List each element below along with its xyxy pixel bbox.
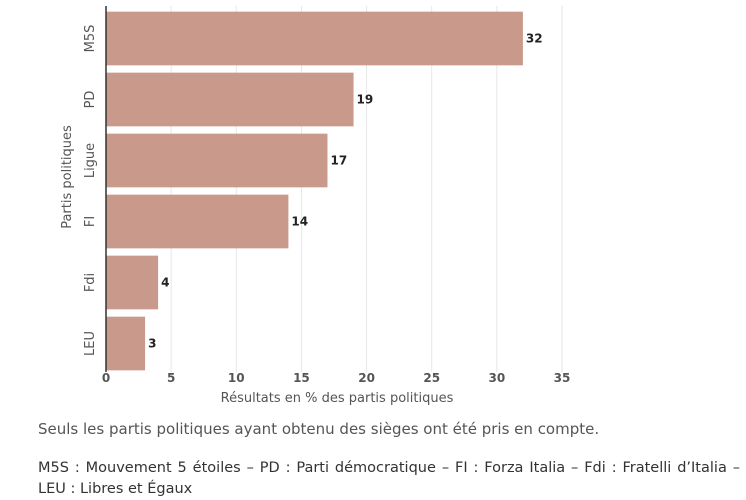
x-tick-5: 5 <box>167 371 175 385</box>
abbreviation-legend: M5S : Mouvement 5 étoiles – PD : Parti d… <box>38 460 740 497</box>
gridlines <box>170 6 563 372</box>
x-tick-35: 35 <box>554 371 571 385</box>
x-tick-10: 10 <box>228 371 245 385</box>
bar-pd <box>106 72 354 127</box>
category-label-m5s: M5S <box>83 25 98 53</box>
x-tick-labels: 0 5 10 15 20 25 30 35 <box>102 371 571 385</box>
value-label-ligue: 17 <box>330 154 347 168</box>
x-tick-20: 20 <box>358 371 375 385</box>
chart-note: Seuls les partis politiques ayant obtenu… <box>38 420 600 438</box>
bars: 32 19 17 14 4 3 <box>106 11 543 371</box>
value-label-m5s: 32 <box>526 32 543 46</box>
bar-ligue <box>106 133 328 188</box>
value-label-fi: 14 <box>291 215 308 229</box>
category-labels: M5S PD Ligue FI Fdi LEU <box>83 25 98 356</box>
category-label-ligue: Ligue <box>83 143 98 178</box>
bar-fdi <box>106 255 159 310</box>
bar-chart: 32 19 17 14 4 3 0 5 10 15 20 25 30 35 M5S PD Ligue FI Fd… <box>60 6 571 406</box>
x-axis-title: Résultats en % des partis politiques <box>221 391 454 406</box>
category-label-pd: PD <box>83 91 98 109</box>
bar-fi <box>106 194 289 249</box>
value-label-fdi: 4 <box>161 276 169 290</box>
category-label-fdi: Fdi <box>83 273 98 292</box>
value-label-pd: 19 <box>357 93 374 107</box>
bar-leu <box>106 316 146 371</box>
x-tick-30: 30 <box>489 371 506 385</box>
x-tick-25: 25 <box>423 371 440 385</box>
x-tick-0: 0 <box>102 371 110 385</box>
category-label-fi: FI <box>83 216 98 227</box>
y-axis-title: Partis politiques <box>60 125 75 229</box>
category-label-leu: LEU <box>83 331 98 356</box>
value-label-leu: 3 <box>148 337 156 351</box>
bar-m5s <box>106 11 523 66</box>
x-tick-15: 15 <box>293 371 310 385</box>
